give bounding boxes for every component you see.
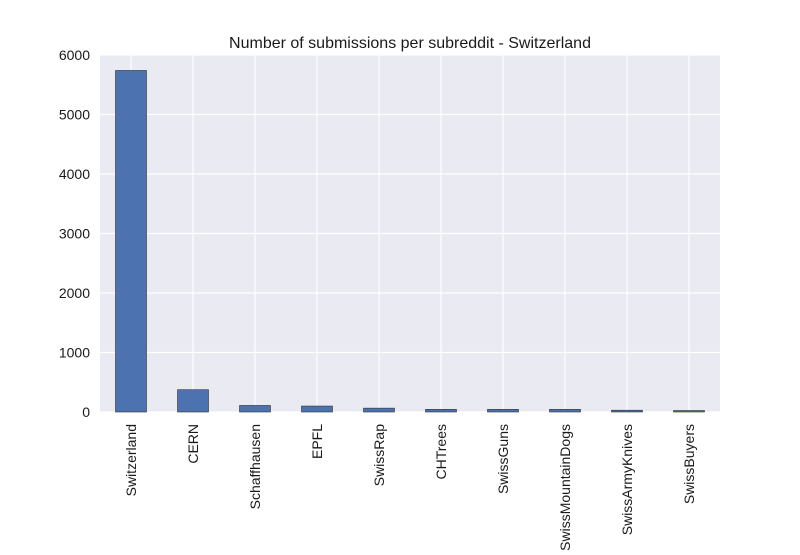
- y-tick-label: 4000: [59, 166, 90, 182]
- y-axis-ticks: 0 1000 2000 3000 4000 5000 6000: [59, 47, 90, 420]
- x-tick-label: EPFL: [309, 424, 325, 459]
- y-tick-label: 2000: [59, 285, 90, 301]
- bar-swissmountaindogs: [549, 409, 581, 413]
- y-tick-label: 3000: [59, 226, 90, 242]
- bar-schaffhausen: [239, 405, 271, 413]
- bars: [115, 70, 705, 413]
- x-tick-label: SwissArmyKnives: [619, 424, 635, 535]
- x-tick-label: Switzerland: [123, 424, 139, 496]
- x-tick-label: SwissMountainDogs: [557, 424, 573, 550]
- bar-switzerland: [115, 70, 147, 413]
- y-tick-label: 5000: [59, 107, 90, 123]
- bar-swissguns: [487, 409, 519, 413]
- x-tick-label: CHTrees: [433, 424, 449, 480]
- bar-chtrees: [425, 409, 457, 413]
- x-tick-label: Schaffhausen: [247, 424, 263, 509]
- bar-cern: [177, 389, 209, 413]
- x-tick-label: SwissGuns: [495, 424, 511, 494]
- x-tick-label: SwissRap: [371, 424, 387, 486]
- x-axis-ticks: Switzerland CERN Schaffhausen EPFL SwissRap C…: [123, 424, 697, 551]
- chart-title: Number of submissions per subreddit - Sw…: [229, 35, 591, 52]
- bar-swissrap: [363, 407, 395, 413]
- y-tick-label: 0: [82, 404, 90, 420]
- bar-swissbuyers: [673, 410, 705, 413]
- bar-epfl: [301, 405, 333, 413]
- y-tick-label: 1000: [59, 345, 90, 361]
- y-tick-label: 6000: [59, 47, 90, 63]
- x-tick-label: SwissBuyers: [681, 424, 697, 504]
- bar-swissarmyknives: [611, 409, 643, 413]
- x-tick-label: CERN: [185, 424, 201, 464]
